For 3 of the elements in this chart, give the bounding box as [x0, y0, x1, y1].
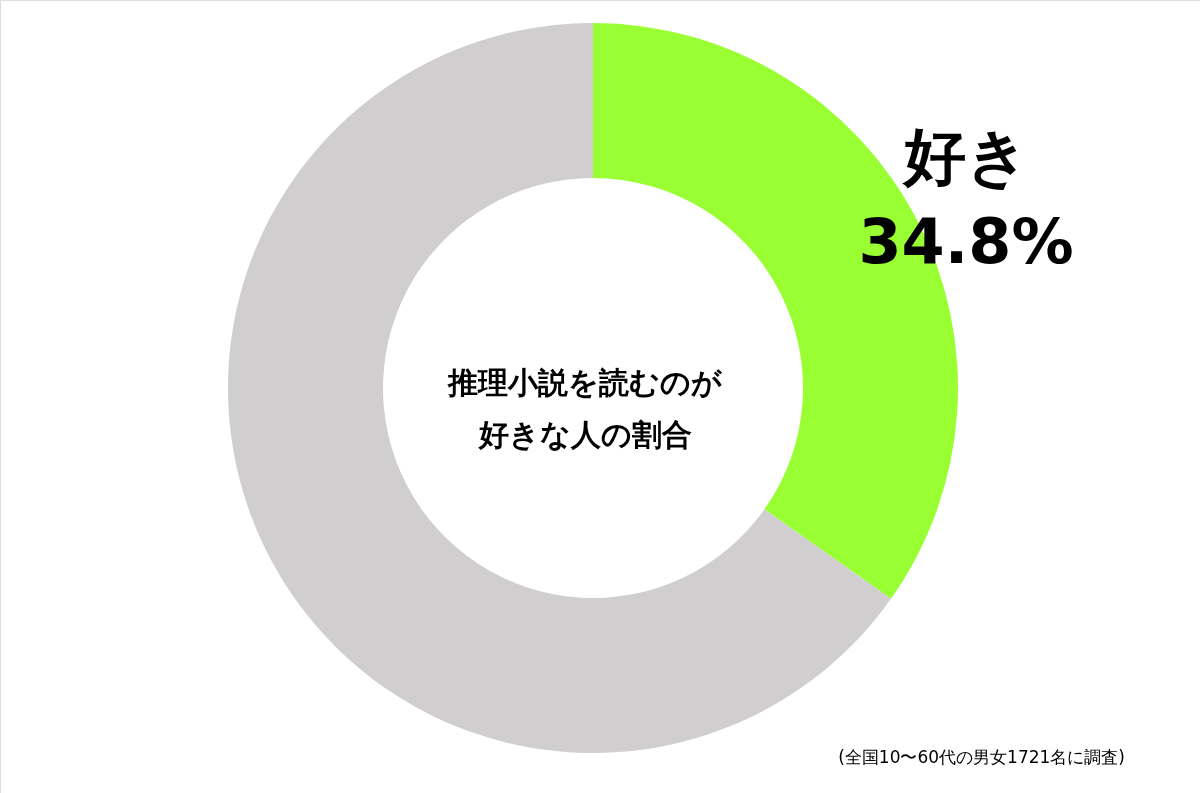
slice-label: 好き	[901, 120, 1029, 194]
text: 推理小説を読むのが好きな人の割合	[447, 365, 723, 452]
text: (全国10〜60代の男女1721名に調査)	[838, 747, 1125, 767]
